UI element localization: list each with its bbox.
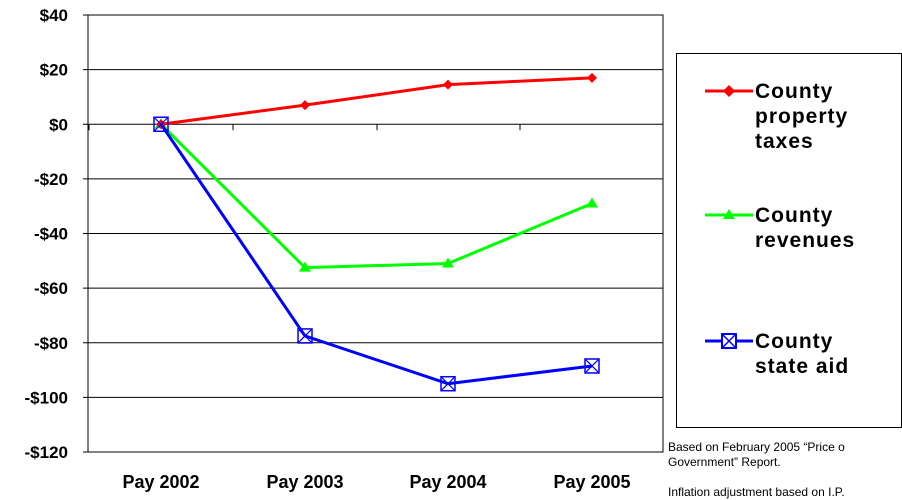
series-line xyxy=(160,76,593,126)
x-tick-label: Pay 2004 xyxy=(409,472,486,492)
series-diamond xyxy=(156,72,597,130)
legend-swatch-property-taxes xyxy=(705,85,753,97)
series-line xyxy=(159,123,593,386)
x-axis-ticks: Pay 2002 Pay 2003 Pay 2004 Pay 2005 xyxy=(88,124,631,492)
legend: County property taxes County revenues Co… xyxy=(676,53,902,428)
y-tick-label: $40 xyxy=(40,6,68,25)
data-point xyxy=(586,197,598,208)
source-note-line: Based on February 2005 “Price o xyxy=(668,440,845,454)
series-triangle xyxy=(155,118,598,272)
legend-swatch-revenues xyxy=(705,209,753,219)
data-point xyxy=(299,261,311,272)
y-tick-label: -$40 xyxy=(34,225,68,244)
gridlines xyxy=(88,14,663,453)
series-layer xyxy=(153,72,600,392)
x-tick-label: Pay 2003 xyxy=(266,472,343,492)
y-axis-ticks: $40 $20 $0 -$20 -$40 -$60 -$80 -$100 -$120 xyxy=(25,6,88,462)
legend-swatch-state-aid xyxy=(705,333,753,349)
data-point xyxy=(440,375,456,392)
y-tick-label: -$100 xyxy=(25,388,68,407)
series-line xyxy=(159,123,593,270)
inflation-note: Inflation adjustment based on I.P. xyxy=(668,485,845,499)
legend-label-line: County xyxy=(755,330,834,353)
y-tick-label: -$60 xyxy=(34,279,68,298)
x-tick-label: Pay 2002 xyxy=(122,472,199,492)
y-tick-label: $20 xyxy=(40,61,68,80)
data-point xyxy=(297,328,313,344)
y-tick-label: -$120 xyxy=(25,443,68,462)
legend-label-line: County xyxy=(755,80,834,103)
data-point xyxy=(153,116,169,132)
y-tick-label: -$20 xyxy=(34,170,68,189)
y-tick-label: $0 xyxy=(49,115,68,134)
source-note-line: Government” Report. xyxy=(668,455,781,469)
series-square-x xyxy=(153,116,600,392)
data-point-cross xyxy=(440,376,456,392)
line-chart: $40 $20 $0 -$20 -$40 -$60 -$80 -$100 -$120 Pay 2… xyxy=(25,6,664,492)
legend-label-line: state aid xyxy=(755,355,850,378)
legend-label-line: property xyxy=(755,105,849,128)
source-note: Based on February 2005 “Price o Governme… xyxy=(668,440,902,470)
data-point-cross xyxy=(297,328,313,344)
data-point-cross xyxy=(584,358,600,374)
data-point xyxy=(584,358,600,374)
x-tick-label: Pay 2005 xyxy=(553,472,630,492)
data-point xyxy=(442,257,454,268)
legend-label-line: County xyxy=(755,204,834,227)
y-tick-label: -$80 xyxy=(34,334,68,353)
legend-label-line: revenues xyxy=(755,229,856,252)
data-point xyxy=(587,72,597,83)
data-point xyxy=(300,100,310,111)
data-point-cross xyxy=(153,116,169,132)
legend-label-line: taxes xyxy=(755,130,814,153)
data-point xyxy=(443,79,453,90)
